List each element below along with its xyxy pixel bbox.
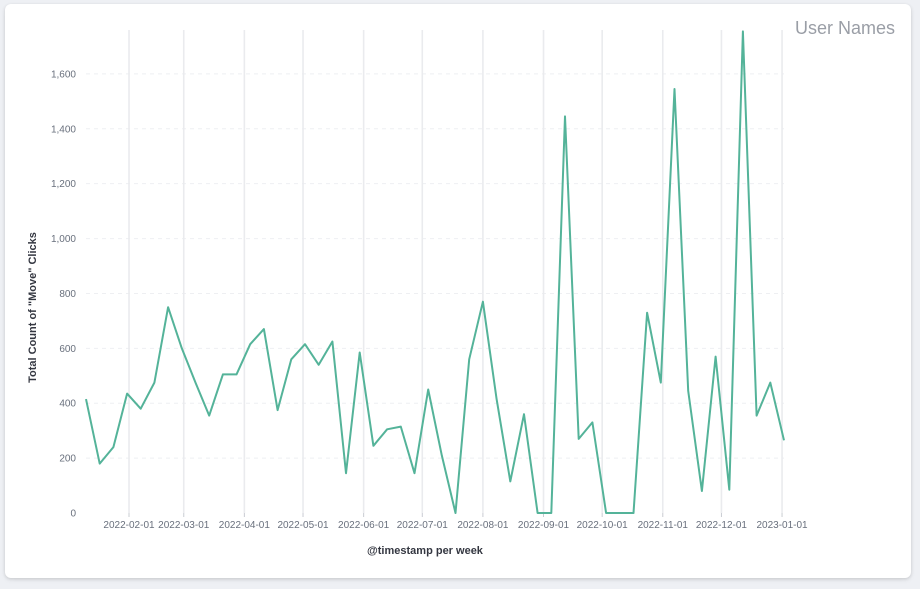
x-tick-label: 2022-12-01: [696, 520, 748, 531]
legend-title: User Names: [794, 18, 895, 38]
x-tick-label: 2022-07-01: [397, 520, 449, 531]
y-tick-label: 800: [59, 289, 76, 300]
x-tick-label: 2023-01-01: [756, 520, 808, 531]
y-tick-label: 600: [59, 344, 76, 355]
y-axis-ticks: 0 200 400 600 800 1,000 1,200 1,400 1,600: [51, 69, 76, 519]
series-line: [85, 30, 785, 514]
x-tick-label: 2022-03-01: [158, 520, 210, 531]
x-tick-label: 2022-02-01: [103, 520, 155, 531]
x-tick-label: 2022-11-01: [638, 520, 689, 531]
x-tick-label: 2022-05-01: [277, 520, 329, 531]
x-axis-title: @timestamp per week: [367, 545, 484, 557]
horizontal-gridlines: [86, 73, 784, 459]
series-layer: [85, 30, 785, 514]
y-tick-label: 1,200: [51, 179, 76, 190]
y-tick-label: 1,600: [51, 69, 76, 80]
y-tick-label: 1,400: [51, 124, 76, 135]
vertical-gridlines: [128, 30, 783, 517]
x-tick-label: 2022-04-01: [219, 520, 271, 531]
x-tick-label: 2022-09-01: [518, 520, 570, 531]
x-tick-label: 2022-06-01: [338, 520, 390, 531]
y-tick-label: 400: [59, 399, 76, 410]
y-tick-label: 200: [59, 454, 76, 465]
x-tick-label: 2022-08-01: [457, 520, 509, 531]
y-axis-title: Total Count of "Move" Clicks: [27, 232, 39, 383]
y-tick-label: 0: [70, 509, 76, 520]
x-tick-label: 2022-10-01: [577, 520, 629, 531]
x-axis-ticks: 2022-02-01 2022-03-01 2022-04-01 2022-05-01…: [103, 520, 808, 531]
y-tick-label: 1,000: [51, 234, 76, 245]
